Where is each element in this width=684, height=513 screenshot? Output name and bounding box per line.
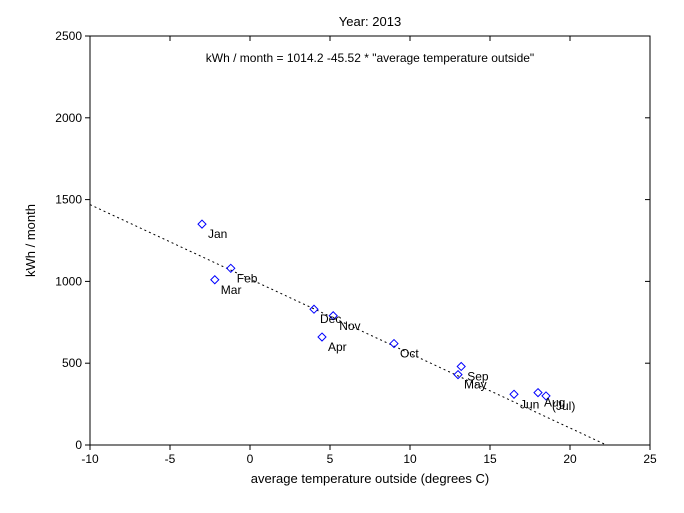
data-point [454, 371, 462, 379]
y-tick-label: 0 [75, 438, 82, 452]
data-point-label: Jan [208, 227, 227, 241]
y-tick-label: 2000 [55, 111, 82, 125]
y-tick-label: 1500 [55, 193, 82, 207]
data-point [510, 390, 518, 398]
x-tick-label: -5 [165, 452, 176, 466]
data-point [457, 362, 465, 370]
chart-svg: -10 -5 0 5 10 15 20 25 0 500 1000 1500 2000 2500 avera… [0, 0, 684, 513]
x-tick-label: 15 [483, 452, 497, 466]
y-axis-label: kWh / month [23, 204, 38, 277]
x-tick-label: 0 [247, 452, 254, 466]
plot-area-box [90, 36, 650, 445]
data-point [318, 333, 326, 341]
chart-container: -10 -5 0 5 10 15 20 25 0 500 1000 1500 2000 2500 avera… [0, 0, 684, 513]
chart-title: Year: 2013 [339, 14, 401, 29]
y-tick-label: 2500 [55, 29, 82, 43]
x-tick-label: 5 [327, 452, 334, 466]
data-point-label: Sep [467, 369, 489, 383]
x-tick-label: -10 [81, 452, 99, 466]
data-point [198, 220, 206, 228]
x-tick-label: 10 [403, 452, 417, 466]
regression-annotation: kWh / month = 1014.2 -45.52 * "average t… [206, 51, 534, 65]
data-point-label: Mar [221, 283, 242, 297]
data-point [534, 389, 542, 397]
data-point-label: Dec [320, 312, 341, 326]
x-tick-label: 25 [643, 452, 657, 466]
x-tick-label: 20 [563, 452, 577, 466]
data-point-label: Apr [328, 340, 347, 354]
y-tick-label: 500 [62, 356, 82, 370]
data-point [310, 305, 318, 313]
data-point-label: Oct [400, 347, 419, 361]
x-axis-label: average temperature outside (degrees C) [251, 471, 489, 486]
data-point-label: Jun [520, 397, 539, 411]
data-point-label: Aug [544, 396, 565, 410]
y-tick-label: 1000 [55, 274, 82, 288]
data-point [211, 276, 219, 284]
data-point-label: Nov [339, 319, 360, 333]
